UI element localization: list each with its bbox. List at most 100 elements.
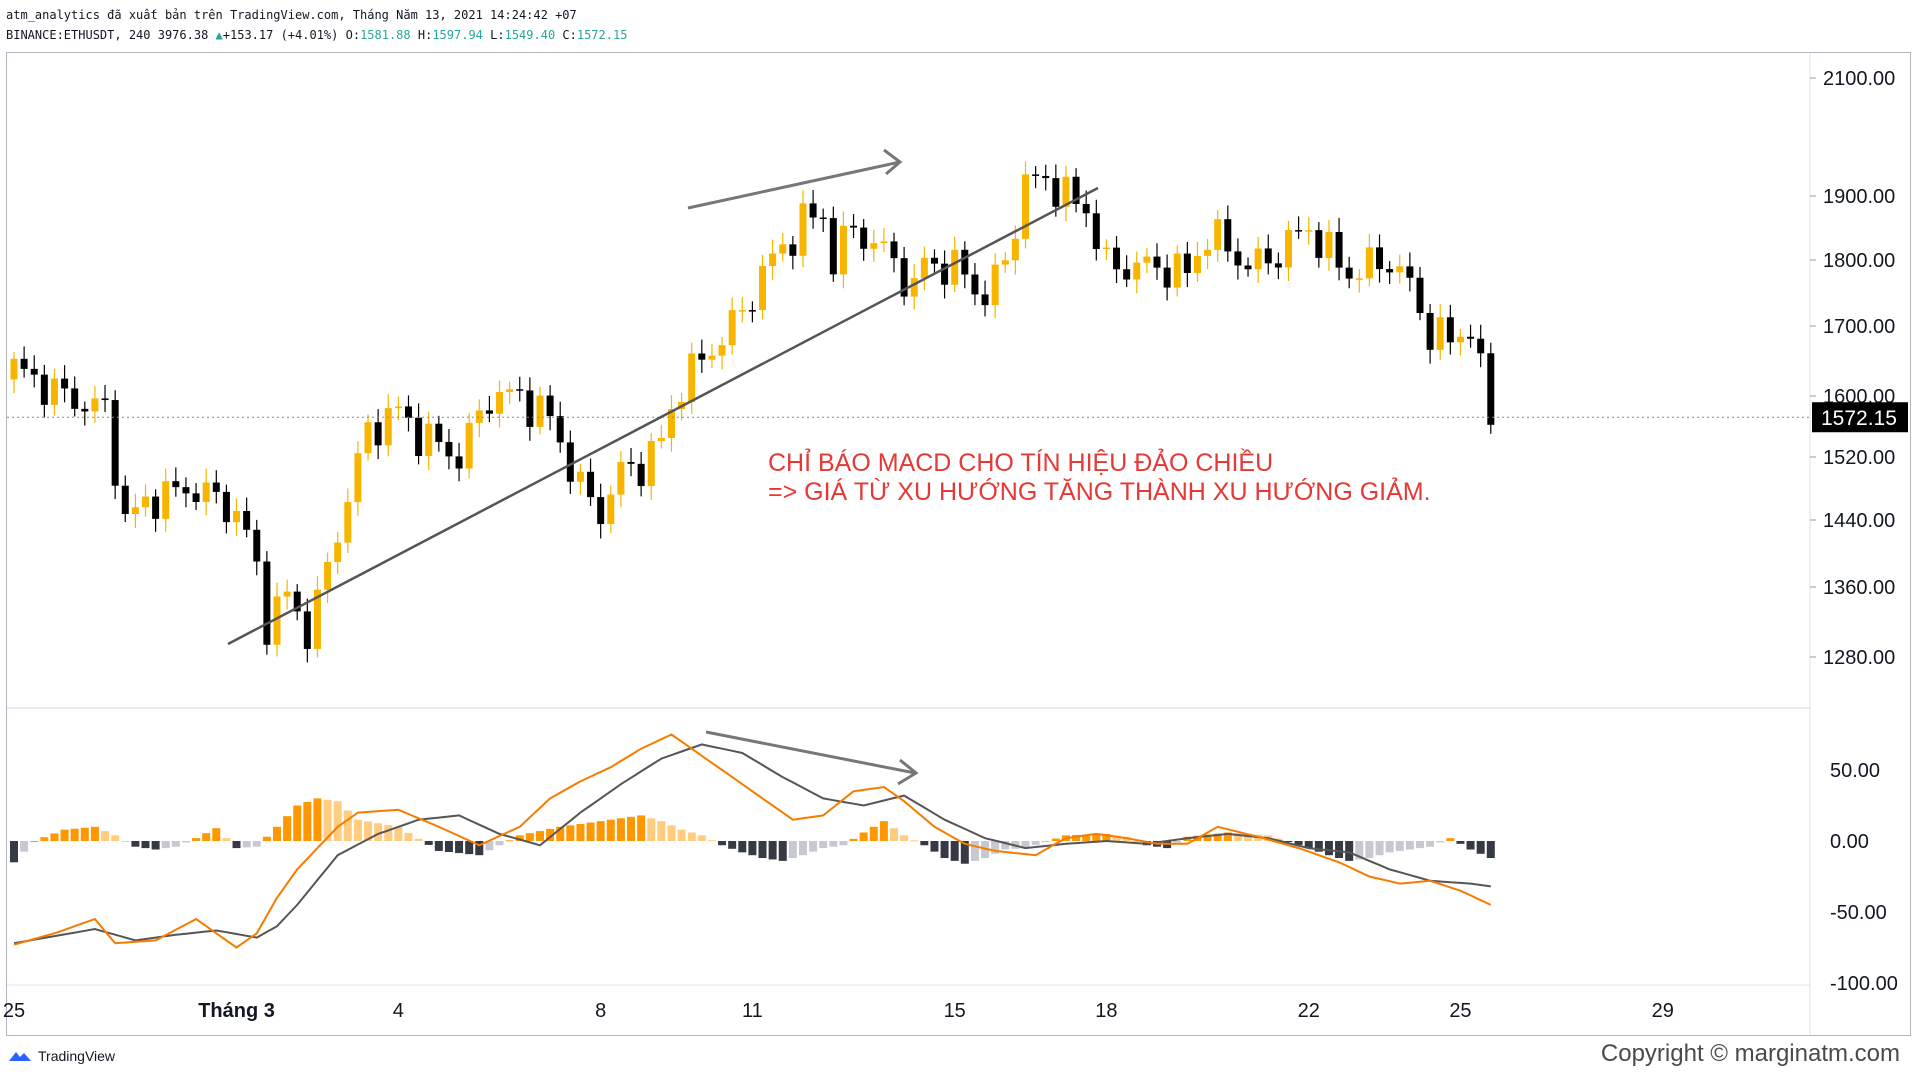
macd-histogram-bar [232, 841, 241, 849]
macd-histogram-bar [1304, 841, 1313, 849]
candle-body [394, 406, 402, 409]
candle-body [860, 227, 868, 249]
chart-frame[interactable] [6, 52, 1911, 1036]
candle-body [627, 461, 635, 464]
current-price-label: 1572.15 [1821, 407, 1897, 430]
candle-body [829, 218, 837, 275]
candle-body [192, 493, 200, 503]
macd-axis-label: 50.00 [1830, 760, 1880, 782]
symbol-info-bar: BINANCE:ETHUSDT, 240 3976.38 ▲+153.17 (+… [6, 28, 627, 42]
candle-body [1386, 269, 1394, 273]
candle-body [708, 355, 716, 360]
macd-histogram-bar [525, 833, 534, 841]
candle-body [607, 494, 615, 525]
low-label: L: [490, 28, 505, 42]
macd-histogram-bar [1456, 841, 1465, 844]
candle-body [253, 529, 261, 562]
macd-histogram-bar [505, 840, 514, 842]
macd-histogram-bar [616, 818, 625, 841]
macd-histogram-bar [859, 832, 868, 841]
macd-histogram-bar [738, 841, 747, 853]
candle-body [789, 244, 797, 256]
macd-histogram-bar [910, 840, 919, 842]
candle-body [121, 485, 129, 514]
macd-histogram-bar [1415, 841, 1424, 849]
candle-body [779, 244, 787, 254]
price-axis-label: 1900.00 [1823, 186, 1895, 208]
candle-body [1396, 266, 1404, 273]
macd-arrow-head-icon [897, 758, 919, 786]
macd-histogram-bar [455, 841, 464, 854]
candle-body [485, 410, 493, 414]
macd-histogram-bar [970, 841, 979, 861]
candle-body [313, 589, 321, 649]
candle-body [152, 496, 160, 519]
uptrend-line[interactable] [227, 186, 1099, 646]
time-axis-label: Tháng 3 [198, 1000, 275, 1022]
candle-body [971, 274, 979, 295]
macd-histogram-bar [1001, 841, 1010, 850]
candle-body [435, 423, 443, 442]
current-price-badge [1812, 402, 1908, 433]
candle-body [465, 422, 473, 469]
last-price: 3976.38 [157, 28, 209, 42]
macd-divergence-arrow[interactable] [705, 730, 916, 775]
candle-body [637, 463, 645, 487]
macd-histogram-bar [1426, 841, 1435, 847]
macd-axis-label: -50.00 [1830, 902, 1887, 924]
price-axis-label: 1520.00 [1823, 447, 1895, 469]
candle-body [1082, 203, 1090, 214]
time-axis-label: 18 [1095, 1000, 1117, 1022]
macd-histogram-bar [1203, 834, 1212, 841]
macd-histogram-bar [293, 805, 302, 841]
macd-histogram-bar [1092, 834, 1101, 841]
macd-histogram-bar [404, 832, 413, 841]
macd-histogram-bar [768, 841, 777, 860]
candle-body [1133, 262, 1141, 280]
macd-histogram-bar [364, 821, 373, 841]
macd-histogram-bar [272, 826, 281, 841]
macd-histogram-bar [829, 841, 838, 847]
candle-body [344, 502, 352, 543]
annotation-line-2: => GIÁ TỪ XU HƯỚNG TĂNG THÀNH XU HƯỚNG G… [768, 476, 1431, 506]
macd-histogram-bar [869, 826, 878, 841]
candle-body [910, 278, 918, 297]
macd-pane [10, 733, 1495, 949]
candle-body [364, 422, 372, 454]
candle-body [920, 257, 928, 279]
candle-body [1274, 263, 1282, 268]
candle-body [1204, 249, 1212, 256]
candle-body [1072, 176, 1080, 204]
price-divergence-arrow[interactable] [687, 160, 901, 210]
macd-histogram-bar [1395, 841, 1404, 851]
close-label: C: [562, 28, 577, 42]
macd-histogram-bar [940, 841, 949, 859]
macd-histogram-bar [849, 838, 858, 841]
macd-histogram-bar [141, 841, 150, 849]
candle-body [587, 471, 595, 498]
candle-body [698, 353, 706, 360]
macd-histogram-bar [353, 819, 362, 841]
candle-body [951, 249, 959, 285]
candle-body [1345, 267, 1353, 279]
tradingview-logo[interactable]: TradingView [8, 1048, 115, 1064]
macd-histogram-bar [171, 841, 180, 847]
macd-histogram-bar [707, 840, 716, 842]
time-axis-label: 4 [393, 1000, 404, 1022]
candle-body [425, 423, 433, 457]
candle-body [1214, 219, 1222, 250]
macd-histogram-bar [222, 838, 231, 841]
macd-histogram-bar [80, 827, 89, 841]
time-axis-label: 29 [1652, 1000, 1674, 1022]
open-label: O: [345, 28, 361, 42]
candle-body [1305, 230, 1313, 232]
macd-histogram-bar [647, 818, 656, 841]
macd-histogram-bar [60, 829, 69, 841]
candle-body [728, 310, 736, 346]
candle-body [10, 358, 18, 380]
macd-histogram-bar [879, 821, 888, 841]
macd-histogram-bar [1284, 841, 1293, 842]
tradingview-icon [9, 1052, 31, 1061]
macd-histogram-bar [930, 841, 939, 852]
